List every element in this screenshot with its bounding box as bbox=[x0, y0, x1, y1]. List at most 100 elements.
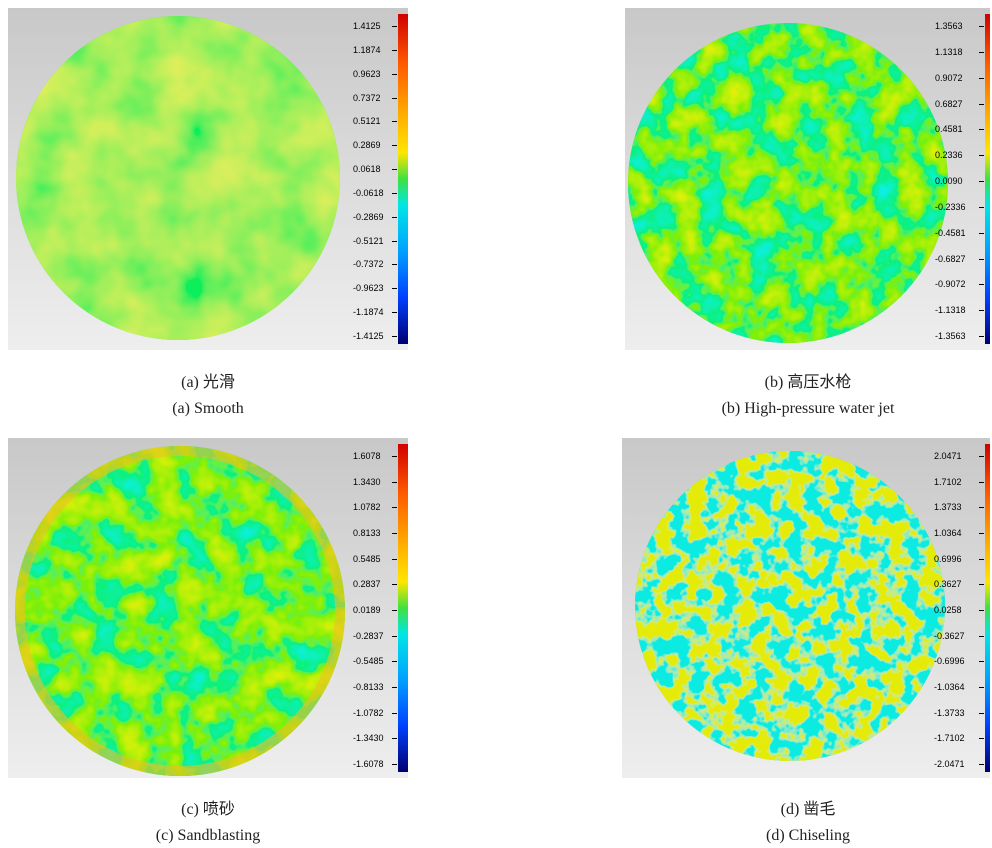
colorbar-label: 1.7102 bbox=[934, 477, 962, 487]
colorbar-tick bbox=[392, 145, 397, 146]
colorbar-tick bbox=[979, 610, 984, 611]
colorbar-label: 0.2336 bbox=[935, 150, 963, 160]
colorbar-tick bbox=[979, 284, 984, 285]
colorbar-tick bbox=[979, 52, 984, 53]
page-body: 1.41251.18740.96230.73720.51210.28690.06… bbox=[0, 0, 992, 848]
colorbar-label: 0.0258 bbox=[934, 605, 962, 615]
colorbar-tick bbox=[979, 310, 984, 311]
colorbar-label: -0.5485 bbox=[353, 656, 384, 666]
colorbar bbox=[398, 14, 408, 344]
caption-cn: (c) 喷砂 bbox=[181, 795, 235, 819]
colorbar-label: -0.3627 bbox=[934, 631, 965, 641]
colorbar-label: -0.6827 bbox=[935, 254, 966, 264]
colorbar-tick bbox=[979, 181, 984, 182]
colorbar-label: 0.0090 bbox=[935, 176, 963, 186]
colorbar-tick bbox=[392, 559, 397, 560]
colorbar-tick bbox=[979, 738, 984, 739]
colorbar-tick bbox=[979, 687, 984, 688]
colorbar-label: -1.1318 bbox=[935, 305, 966, 315]
colorbar-label: -0.6996 bbox=[934, 656, 965, 666]
caption-en: (a) Smooth bbox=[172, 400, 244, 418]
colorbar-label: 1.4125 bbox=[353, 21, 381, 31]
colorbar-tick bbox=[979, 259, 984, 260]
colorbar-tick bbox=[392, 336, 397, 337]
colorbar-label: 0.3627 bbox=[934, 579, 962, 589]
colorbar-label: 1.3430 bbox=[353, 477, 381, 487]
colorbar-label: 1.1318 bbox=[935, 47, 963, 57]
colorbar-label: -0.0618 bbox=[353, 188, 384, 198]
colorbar-label: 0.6996 bbox=[934, 554, 962, 564]
colorbar-label: 0.0618 bbox=[353, 164, 381, 174]
colorbar-tick bbox=[392, 482, 397, 483]
colorbar-label: -0.9072 bbox=[935, 279, 966, 289]
colorbar-tick bbox=[392, 50, 397, 51]
colorbar-label: 1.3733 bbox=[934, 502, 962, 512]
colorbar-label: -1.3430 bbox=[353, 733, 384, 743]
colorbar-label: -1.6078 bbox=[353, 759, 384, 769]
colorbar-tick bbox=[392, 193, 397, 194]
colorbar-label: 0.4581 bbox=[935, 124, 963, 134]
colorbar-label: 0.9623 bbox=[353, 69, 381, 79]
colorbar-label: -1.4125 bbox=[353, 331, 384, 341]
colorbar-label: 1.6078 bbox=[353, 451, 381, 461]
colorbar-tick bbox=[979, 559, 984, 560]
colorbar-tick bbox=[979, 155, 984, 156]
colorbar-tick bbox=[392, 584, 397, 585]
colorbar-label: 1.1874 bbox=[353, 45, 381, 55]
colorbar-label: -1.0782 bbox=[353, 708, 384, 718]
colorbar-label: -1.1874 bbox=[353, 307, 384, 317]
colorbar-label: 1.0782 bbox=[353, 502, 381, 512]
colorbar-tick bbox=[979, 507, 984, 508]
colorbar-tick bbox=[979, 661, 984, 662]
specimen-texture bbox=[635, 451, 945, 761]
caption-cn: (a) 光滑 bbox=[181, 368, 235, 392]
surface-map bbox=[8, 438, 408, 778]
colorbar-label: -1.7102 bbox=[934, 733, 965, 743]
colorbar-label: 0.0189 bbox=[353, 605, 381, 615]
colorbar-tick bbox=[392, 713, 397, 714]
colorbar-label: 1.3563 bbox=[935, 21, 963, 31]
colorbar-tick bbox=[979, 636, 984, 637]
colorbar bbox=[985, 14, 990, 344]
colorbar-tick bbox=[979, 533, 984, 534]
colorbar-tick bbox=[979, 104, 984, 105]
colorbar-tick bbox=[392, 687, 397, 688]
colorbar-tick bbox=[392, 738, 397, 739]
colorbar-tick bbox=[392, 264, 397, 265]
colorbar-label: 0.8133 bbox=[353, 528, 381, 538]
caption-en: (c) Sandblasting bbox=[156, 827, 260, 845]
colorbar-tick bbox=[979, 129, 984, 130]
colorbar-label: -0.9623 bbox=[353, 283, 384, 293]
colorbar-tick bbox=[979, 233, 984, 234]
colorbar-tick bbox=[979, 207, 984, 208]
colorbar-label: -1.3563 bbox=[935, 331, 966, 341]
colorbar-tick bbox=[392, 456, 397, 457]
caption-cn: (b) 高压水枪 bbox=[765, 368, 852, 392]
specimen-texture bbox=[16, 16, 340, 340]
colorbar-label: -0.2837 bbox=[353, 631, 384, 641]
colorbar-label: -2.0471 bbox=[934, 759, 965, 769]
colorbar-tick bbox=[392, 217, 397, 218]
colorbar-tick bbox=[979, 482, 984, 483]
colorbar-tick bbox=[979, 336, 984, 337]
colorbar-label: 0.6827 bbox=[935, 99, 963, 109]
caption-en: (b) High-pressure water jet bbox=[722, 400, 895, 418]
colorbar-label: 0.2837 bbox=[353, 579, 381, 589]
colorbar-tick bbox=[392, 764, 397, 765]
colorbar-tick bbox=[392, 288, 397, 289]
surface-map bbox=[8, 8, 408, 350]
colorbar-tick bbox=[979, 764, 984, 765]
colorbar-tick bbox=[392, 241, 397, 242]
colorbar-label: -0.4581 bbox=[935, 228, 966, 238]
colorbar-tick bbox=[392, 533, 397, 534]
colorbar-tick bbox=[392, 661, 397, 662]
caption-cn: (d) 凿毛 bbox=[781, 795, 836, 819]
colorbar-tick bbox=[392, 312, 397, 313]
colorbar-tick bbox=[392, 74, 397, 75]
colorbar bbox=[985, 444, 990, 772]
colorbar-label: -0.5121 bbox=[353, 236, 384, 246]
